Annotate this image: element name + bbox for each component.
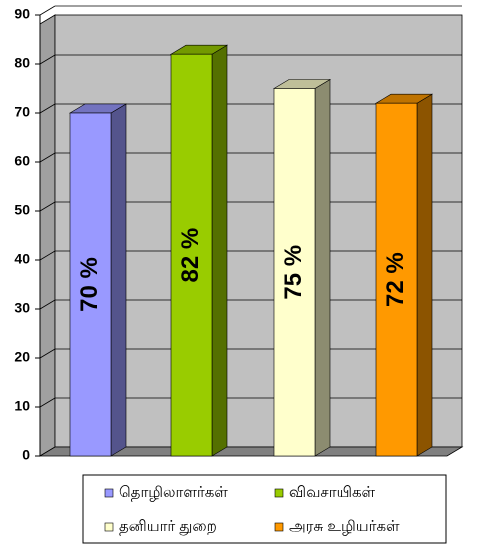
legend-label: அரசு உழியர்கள்	[289, 518, 400, 535]
legend-label: தனியார் துறை	[119, 518, 217, 535]
grid-line	[39, 250, 56, 261]
grid-line	[39, 348, 56, 359]
legend-swatch	[104, 522, 114, 532]
legend-label: விவசாயிகள்	[289, 484, 376, 501]
grid-line	[39, 299, 56, 310]
grid-line	[39, 103, 56, 114]
grid-line	[39, 201, 56, 212]
y-tick-label: 20	[14, 349, 30, 365]
legend	[82, 474, 447, 544]
bar	[170, 53, 213, 457]
y-tick-label: 40	[14, 251, 30, 267]
grid-line	[39, 152, 56, 163]
legend-swatch	[274, 522, 284, 532]
y-tick-label: 50	[14, 202, 30, 218]
value-label: 72 %	[382, 252, 409, 307]
bar-side	[416, 93, 433, 457]
grid-line	[39, 5, 56, 16]
bar	[273, 88, 316, 457]
y-tick-label: 10	[14, 398, 30, 414]
y-tick-label: 0	[22, 447, 30, 463]
value-label: 82 %	[177, 228, 204, 283]
bar	[69, 112, 112, 457]
grid-line	[39, 397, 56, 408]
y-tick-label: 30	[14, 300, 30, 316]
y-tick-label: 60	[14, 153, 30, 169]
y-tick-label: 70	[14, 104, 30, 120]
value-label: 70 %	[76, 257, 103, 312]
value-label: 75 %	[280, 245, 307, 300]
bar-side	[211, 44, 228, 457]
left-wall	[39, 14, 56, 457]
bar-side	[314, 78, 331, 457]
legend-swatch	[104, 488, 114, 498]
y-tick-label: 90	[14, 6, 30, 22]
legend-swatch	[274, 488, 284, 498]
legend-label: தொழிலாளர்கள்	[119, 484, 228, 501]
bar	[375, 102, 418, 457]
y-tick-label: 80	[14, 55, 30, 71]
grid-line	[39, 54, 56, 65]
bar-side	[110, 103, 127, 457]
